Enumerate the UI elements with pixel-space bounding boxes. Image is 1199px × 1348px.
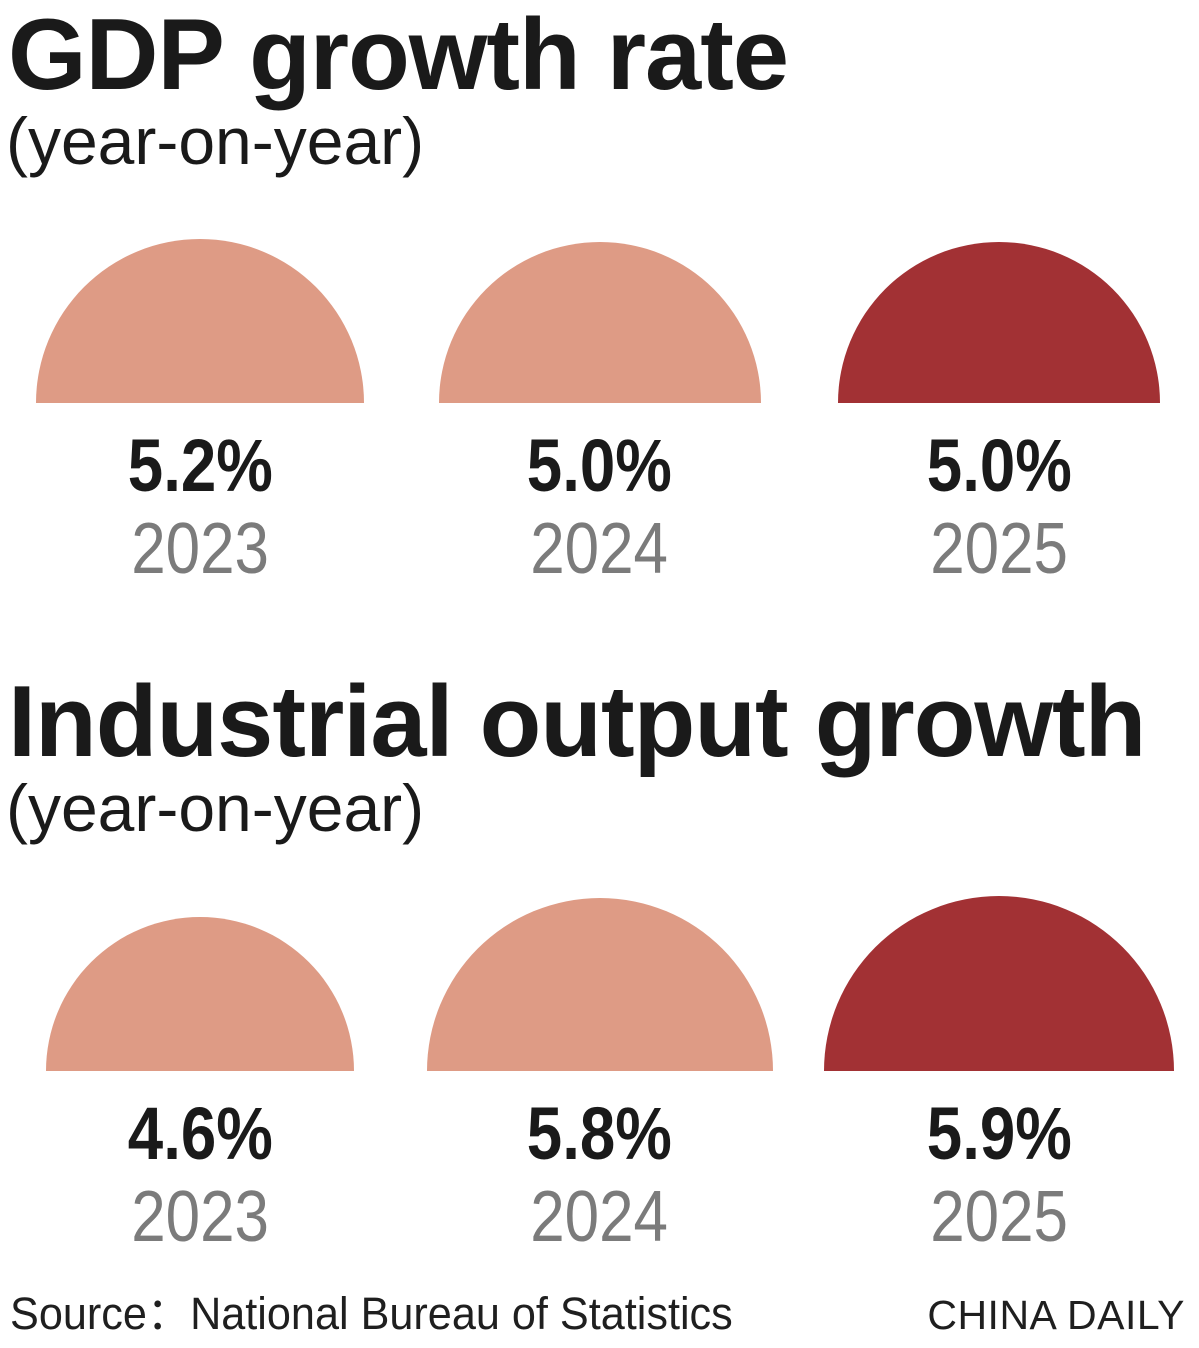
gdp-semicircle-2024 [438, 241, 761, 403]
gdp-year-2023: 2023 [130, 508, 269, 589]
industrial-column-2023: 4.6% 2023 [0, 896, 400, 1253]
gdp-value-2025: 5.0% [926, 423, 1072, 507]
industrial-column-2025: 5.9% 2025 [799, 895, 1199, 1257]
gdp-column-2024: 5.0% 2024 [400, 238, 800, 585]
industrial-column-2024: 5.8% 2024 [400, 896, 800, 1253]
chart-title-industrial: Industrial output growth [8, 665, 1146, 778]
chart-title-gdp: GDP growth rate [8, 0, 789, 111]
industrial-semicircle-2024 [426, 897, 773, 1071]
gdp-year-2025: 2025 [930, 508, 1069, 589]
industrial-semicircle-2025 [824, 895, 1175, 1071]
gdp-semicircle-row: 5.2% 2023 5.0% 2024 5.0% 2025 [0, 238, 1199, 585]
industrial-year-2023: 2023 [130, 1176, 269, 1257]
chart-section-industrial: Industrial output growth (year-on-year) … [0, 667, 1199, 1253]
gdp-semicircle-2023 [35, 238, 364, 403]
industrial-value-2025: 5.9% [926, 1091, 1072, 1175]
industrial-value-2023: 4.6% [127, 1091, 273, 1175]
industrial-value-2024: 5.8% [526, 1091, 673, 1175]
footer: Source：National Bureau of Statistics CHI… [10, 1277, 1185, 1342]
industrial-year-2025: 2025 [930, 1176, 1069, 1257]
industrial-year-2024: 2024 [530, 1176, 669, 1257]
gdp-column-2025: 5.0% 2025 [799, 238, 1199, 585]
publisher-credit: CHINA DAILY [927, 1292, 1185, 1338]
industrial-semicircle-row: 4.6% 2023 5.8% 2024 5.9% 2025 [0, 895, 1199, 1257]
chart-subtitle-gdp: (year-on-year) [6, 103, 425, 178]
chart-subtitle-industrial: (year-on-year) [6, 770, 425, 845]
gdp-value-2024: 5.0% [526, 423, 673, 507]
gdp-semicircle-2025 [838, 241, 1161, 403]
gdp-column-2023: 5.2% 2023 [0, 238, 400, 585]
gdp-year-2024: 2024 [530, 508, 669, 589]
industrial-semicircle-2023 [45, 916, 354, 1071]
chart-section-gdp: GDP growth rate (year-on-year) 5.2% 2023… [0, 0, 1199, 585]
source-attribution: Source：National Bureau of Statistics [10, 1288, 733, 1339]
gdp-value-2023: 5.2% [127, 423, 273, 507]
